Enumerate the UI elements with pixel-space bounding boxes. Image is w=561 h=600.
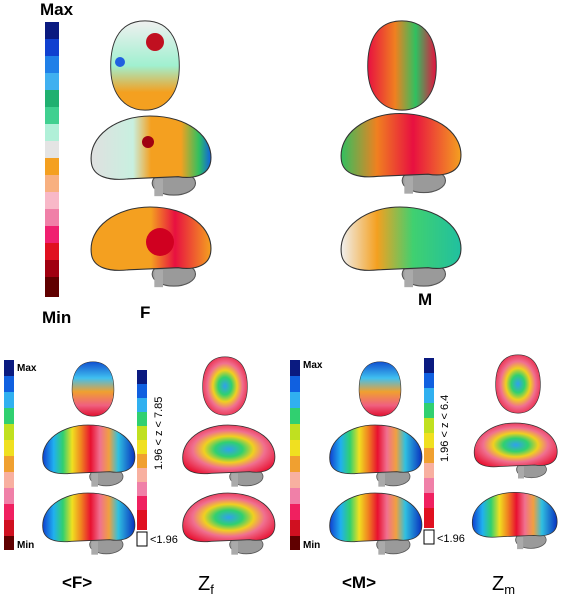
brain-top-view: [367, 20, 437, 111]
z-label: Zf: [198, 573, 214, 597]
z-letter: Z: [198, 573, 210, 595]
scale-max: Max: [40, 0, 74, 19]
z-range-label: 1.96 < z < 6.4: [439, 395, 451, 462]
brain-side-view: [329, 424, 423, 488]
panel-label: <M>: [342, 573, 376, 592]
brain-side-view: [340, 112, 462, 195]
z-colorbar: [423, 358, 435, 545]
scale-min: Min: [303, 540, 320, 551]
activation-spot: [142, 136, 154, 148]
top-colorbar: [45, 22, 59, 297]
z-letter: Z: [492, 573, 504, 595]
panel-label: M: [418, 290, 432, 309]
activation-spot: [146, 33, 164, 51]
scale-min: Min: [17, 540, 34, 551]
z-range-label: 1.96 < z < 7.85: [153, 397, 165, 470]
scale-min: Min: [42, 308, 71, 327]
panel-label: <F>: [62, 573, 92, 592]
brain-top-view: [495, 354, 541, 414]
brain-side-view: [471, 491, 558, 550]
brain-side-view: [340, 206, 462, 288]
activation-spot: [115, 57, 125, 67]
z-subscript: f: [210, 582, 214, 597]
z-floor-label: <1.96: [437, 533, 465, 545]
brain-side-view: [182, 424, 276, 488]
mean-colorbar: [4, 360, 14, 550]
brain-side-view: [182, 492, 276, 556]
brain-top-view: [202, 356, 248, 416]
scale-max: Max: [17, 363, 37, 374]
activation-spot: [146, 228, 174, 256]
brain-side-view: [329, 492, 423, 556]
z-colorbar: [136, 370, 148, 547]
z-label: Zm: [492, 573, 515, 597]
z-subscript: m: [504, 582, 515, 597]
brain-top-view: [71, 361, 115, 417]
brain-side-view: [90, 115, 212, 197]
scale-max: Max: [303, 360, 323, 371]
brain-side-view: [42, 424, 136, 488]
panel-label: F: [140, 303, 150, 322]
mean-colorbar: [290, 360, 300, 550]
brain-top-view: [358, 361, 402, 417]
z-floor-label: <1.96: [150, 534, 178, 546]
brain-side-view: [473, 422, 558, 479]
brain-side-view: [42, 492, 136, 556]
